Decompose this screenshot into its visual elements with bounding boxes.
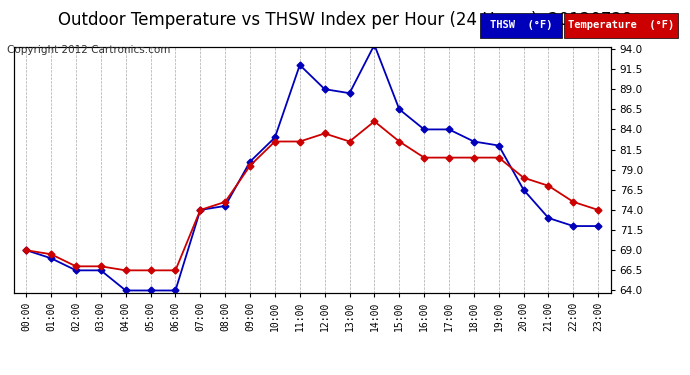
Text: Copyright 2012 Cartronics.com: Copyright 2012 Cartronics.com [7, 45, 170, 55]
Text: Temperature  (°F): Temperature (°F) [568, 21, 674, 30]
Text: Outdoor Temperature vs THSW Index per Hour (24 Hours)  20120729: Outdoor Temperature vs THSW Index per Ho… [58, 11, 632, 29]
Text: THSW  (°F): THSW (°F) [490, 21, 552, 30]
